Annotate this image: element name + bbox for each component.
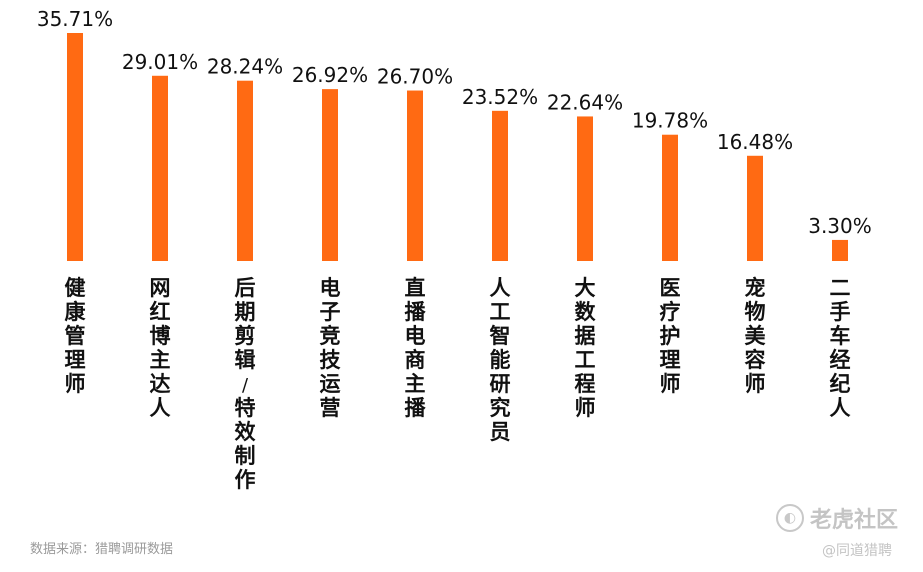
bar-6 <box>492 110 508 262</box>
bar-1 <box>67 33 83 261</box>
bar-3 <box>237 80 253 261</box>
category-label-7: 大数据工程师 <box>575 276 597 420</box>
category-label-4: 电子竞技运营 <box>320 276 342 420</box>
category-label-1: 健康管理师 <box>65 276 87 396</box>
category-label-6: 人工智能研究员 <box>490 276 511 444</box>
watermark-brand: 老虎社区 <box>810 508 899 533</box>
value-label-3: 28.24% <box>207 55 283 79</box>
category-label-5: 直播电商主播 <box>405 276 427 420</box>
value-label-1: 35.71% <box>37 7 113 31</box>
tiger-community-logo-icon: ◐ <box>776 504 804 532</box>
value-label-10: 3.30% <box>808 214 872 238</box>
value-label-2: 29.01% <box>122 50 198 74</box>
bar-5 <box>407 90 423 262</box>
category-label-3: 后期剪辑/特效制作 <box>235 276 256 492</box>
value-label-7: 22.64% <box>547 90 623 114</box>
bar-7 <box>577 116 593 262</box>
category-label-9: 宠物美容师 <box>745 276 766 396</box>
bar-9 <box>747 155 763 261</box>
watermark-handle: @同道猎聘 <box>822 543 892 559</box>
category-label-8: 医疗护理师 <box>660 276 681 396</box>
bar-4 <box>322 89 338 261</box>
value-label-8: 19.78% <box>632 109 708 133</box>
bar-10 <box>832 239 848 261</box>
value-label-6: 23.52% <box>462 85 538 109</box>
bar-8 <box>662 134 678 261</box>
value-label-5: 26.70% <box>377 65 453 89</box>
watermark: ◐ 老虎社区 <box>776 502 898 534</box>
bar-2 <box>152 75 168 262</box>
category-label-10: 二手车经纪人 <box>830 276 851 420</box>
value-label-4: 26.92% <box>292 63 368 87</box>
value-label-9: 16.48% <box>717 130 793 154</box>
category-label-2: 网红博主达人 <box>150 276 171 420</box>
data-source-note: 数据来源：猎聘调研数据 <box>30 542 174 557</box>
